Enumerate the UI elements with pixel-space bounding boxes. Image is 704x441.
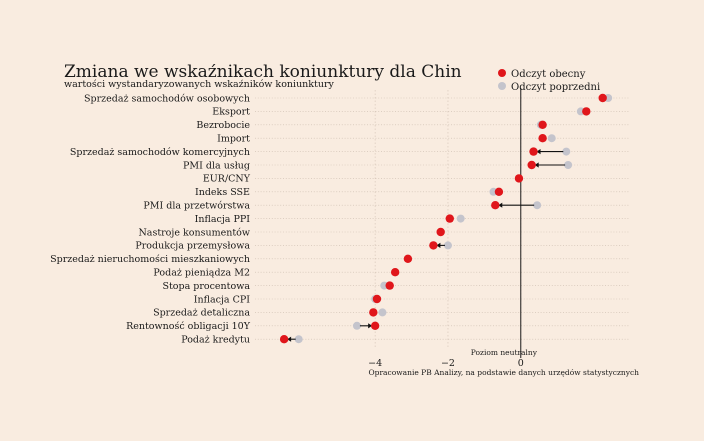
point-previous: [564, 161, 573, 169]
point-current: [279, 335, 289, 344]
point-current: [494, 187, 504, 196]
source-note: Opracowanie PB Analizy, na podstawie dan…: [369, 368, 640, 377]
point-current: [491, 201, 500, 210]
chart-subtitle: wartości wystandaryzowanych wskaźników k…: [64, 79, 335, 90]
category-label: Inflacja CPI: [194, 294, 250, 305]
point-current: [445, 214, 454, 223]
chart-title: Zmiana we wskaźnikach koniunktury dla Ch…: [64, 62, 462, 82]
point-current: [529, 147, 538, 156]
point-previous: [547, 134, 556, 143]
x-tick-label: −4: [368, 358, 382, 369]
category-label: Import: [217, 134, 250, 145]
legend-marker-previous: [498, 82, 506, 90]
point-current: [538, 134, 547, 143]
category-label: EUR/CNY: [203, 174, 251, 185]
category-label: Inflacja PPI: [195, 214, 251, 225]
category-label: Podaż kredytu: [181, 335, 250, 346]
data-marks: [279, 93, 613, 344]
change-arrow-head: [368, 323, 373, 329]
point-previous: [562, 147, 571, 156]
category-label: Sprzedaż samochodów osobowych: [84, 93, 250, 104]
change-arrow-head: [287, 336, 292, 342]
change-arrow-head: [498, 202, 503, 208]
point-current: [385, 281, 394, 290]
category-label: Sprzedaż nieruchomości mieszkaniowych: [50, 254, 250, 265]
category-label: Sprzedaż detaliczna: [153, 308, 250, 319]
x-tick-label: −2: [441, 358, 455, 369]
point-previous: [294, 335, 303, 344]
x-axis-ticks: −4 −2 0: [368, 358, 524, 369]
point-current: [436, 227, 445, 237]
point-current: [527, 160, 536, 170]
point-previous: [456, 214, 465, 223]
change-arrow-head: [534, 162, 539, 168]
point-current: [390, 268, 400, 277]
category-label: Nastroje konsumentów: [138, 227, 250, 238]
point-current: [369, 308, 378, 317]
category-label: Bezrobocie: [196, 120, 250, 131]
category-label: PMI dla usług: [183, 160, 250, 171]
legend-marker-current: [498, 69, 506, 77]
category-label: Sprzedaż samochodów komercyjnych: [70, 147, 250, 158]
point-previous: [352, 321, 361, 330]
point-current: [429, 241, 438, 250]
legend-label-previous: Odczyt poprzedni: [511, 82, 600, 93]
category-label: Podaż pieniądza M2: [153, 268, 250, 279]
category-labels: Sprzedaż samochodów osobowych Eksport Bezr…: [50, 93, 251, 345]
point-current: [598, 93, 607, 103]
reference-line-label: Poziom neutralny: [471, 348, 538, 357]
category-label: Eksport: [212, 107, 250, 118]
legend-label-current: Odczyt obecny: [511, 69, 586, 80]
point-previous: [533, 201, 542, 210]
legend: Odczyt obecny Odczyt poprzedni: [498, 69, 600, 93]
point-current: [514, 174, 524, 183]
category-label: Produkcja przemysłowa: [135, 241, 250, 252]
point-previous: [443, 241, 452, 250]
point-current: [582, 107, 591, 116]
grid-layer: [255, 90, 630, 348]
change-arrow-head: [536, 149, 541, 155]
change-arrow-head: [436, 242, 441, 248]
point-current: [403, 254, 413, 263]
x-tick-label: 0: [518, 358, 524, 369]
category-label: PMI dla przetwórstwa: [143, 201, 250, 212]
point-previous: [378, 308, 387, 317]
category-label: Stopa procentowa: [162, 281, 250, 292]
point-current: [538, 120, 547, 129]
category-label: Indeks SSE: [195, 187, 250, 198]
point-current: [370, 321, 380, 330]
point-current: [372, 294, 382, 304]
category-label: Rentowność obligacji 10Y: [126, 321, 251, 332]
